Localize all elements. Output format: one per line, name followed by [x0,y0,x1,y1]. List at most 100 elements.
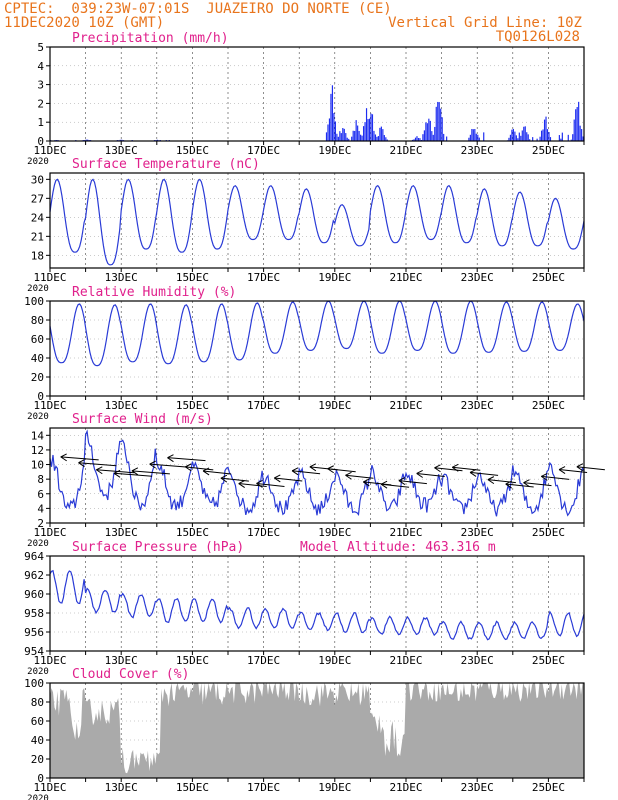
year-label: 2020 [27,412,49,422]
precip-bar [570,139,572,141]
precip-bar [581,129,583,141]
x-tick-label: 23DEC [461,781,494,794]
x-tick-label: 21DEC [389,526,422,539]
wind-arrow-head [78,459,85,468]
precip-bar [360,134,362,141]
x-tick-label: 13DEC [105,271,138,284]
wind-arrow [345,474,374,479]
x-tick-label: 23DEC [461,144,494,157]
wind-arrow-head [416,470,423,478]
panel-title: Surface Temperature (nC) [72,157,260,172]
precip-bar [576,107,578,141]
y-tick-label: 4 [37,60,44,73]
y-tick-label: 4 [37,502,44,515]
precip-bar [428,118,430,141]
precip-bar [383,135,385,141]
precip-bar [567,134,569,141]
precip-bar [331,85,334,141]
header-grid-note: Vertical Grid Line: 10Z [388,15,582,31]
x-tick-label: 13DEC [105,526,138,539]
precip-bar [560,138,562,141]
x-tick-label: 17DEC [247,526,280,539]
precip-bar [419,138,421,141]
precip-bar [548,132,550,141]
wind-arrow-head [96,466,103,475]
y-tick-label: 60 [31,333,44,346]
panel-frame [49,46,585,142]
y-tick-label: 20 [31,753,44,766]
precip-bar [425,122,427,141]
y-tick-label: 1 [37,116,44,129]
x-tick-label: 17DEC [247,399,280,412]
wind-arrow [185,466,214,471]
precip-bar [468,137,470,141]
panel-title: Precipitation (mm/h) [72,31,229,46]
precip-bar [446,136,448,141]
wind-arrow [434,467,463,472]
precip-bar [443,133,445,141]
wind-arrow [114,472,153,477]
precip-bar [368,118,371,141]
year-label: 2020 [27,794,49,800]
wind-arrow [60,456,99,461]
precip-bar [340,133,342,141]
wind-arrow-head [220,474,228,483]
x-tick-label: 23DEC [461,526,494,539]
wind-arrow-head [523,479,530,488]
wind-arrow [256,482,285,487]
precip-bar [438,102,440,141]
precip-bar [508,137,510,141]
wind-arrow [398,480,427,485]
panel-subtitle: Model Altitude: 463.316 m [300,540,496,555]
x-tick-label: 19DEC [318,271,351,284]
precip-bar [354,130,356,141]
precip-bar [416,136,418,141]
x-tick-label: 25DEC [532,144,565,157]
x-tick-label: 23DEC [461,654,494,667]
y-tick-label: 960 [24,588,44,601]
wind-arrow [78,462,117,467]
wind-arrow-head [113,469,121,478]
header-station: CPTEC: 039:23W-07:01S JUAZEIRO DO NORTE … [4,1,392,17]
precip-bar [527,134,529,141]
precip-bar [333,113,335,141]
precip-bar [509,134,512,141]
humidity-line [49,300,585,367]
y-tick-label: 5 [37,41,44,54]
precip-bar [385,137,387,141]
precip-bar [374,134,377,141]
wind-arrow-head [149,460,156,469]
panel-frame [49,555,585,652]
y-tick-label: 27 [31,192,44,205]
precip-bar [472,129,474,141]
precip-bar [357,125,359,141]
y-tick-label: 30 [31,173,44,186]
panel-precipitation: 0 1 2 3 4 5 11DEC 13DEC 15DEC 17DEC 19DEC 21DEC 23DE… [27,31,585,167]
precip-bar [364,122,366,141]
precip-bar [542,129,544,141]
wind-arrow [167,457,206,462]
precip-bar [348,138,350,141]
x-tick-label: 11DEC [33,271,66,284]
wind-line [49,429,585,517]
panel-frame [49,300,585,397]
y-tick-label: 14 [31,429,45,442]
precip-bar [578,101,580,141]
x-tick-label: 19DEC [318,654,351,667]
x-tick-label: 11DEC [33,399,66,412]
precip-bar [517,138,519,141]
x-tick-label: 19DEC [318,144,351,157]
precip-bar [539,136,541,141]
precip-bar [440,108,442,141]
precip-bar [358,130,360,141]
y-tick-label: 60 [31,715,44,728]
precip-bar [575,109,577,141]
precip-bar [386,139,388,141]
precip-bar [336,133,338,141]
y-tick-label: 8 [37,473,44,486]
x-tick-label: 13DEC [105,654,138,667]
x-tick-label: 17DEC [247,654,280,667]
panel-temperature: 18 21 24 27 30 11DEC 13DEC 15DEC 17DEC 19DEC 21DEC… [27,157,585,294]
y-tick-label: 24 [31,211,45,224]
precip-bar [558,135,560,141]
